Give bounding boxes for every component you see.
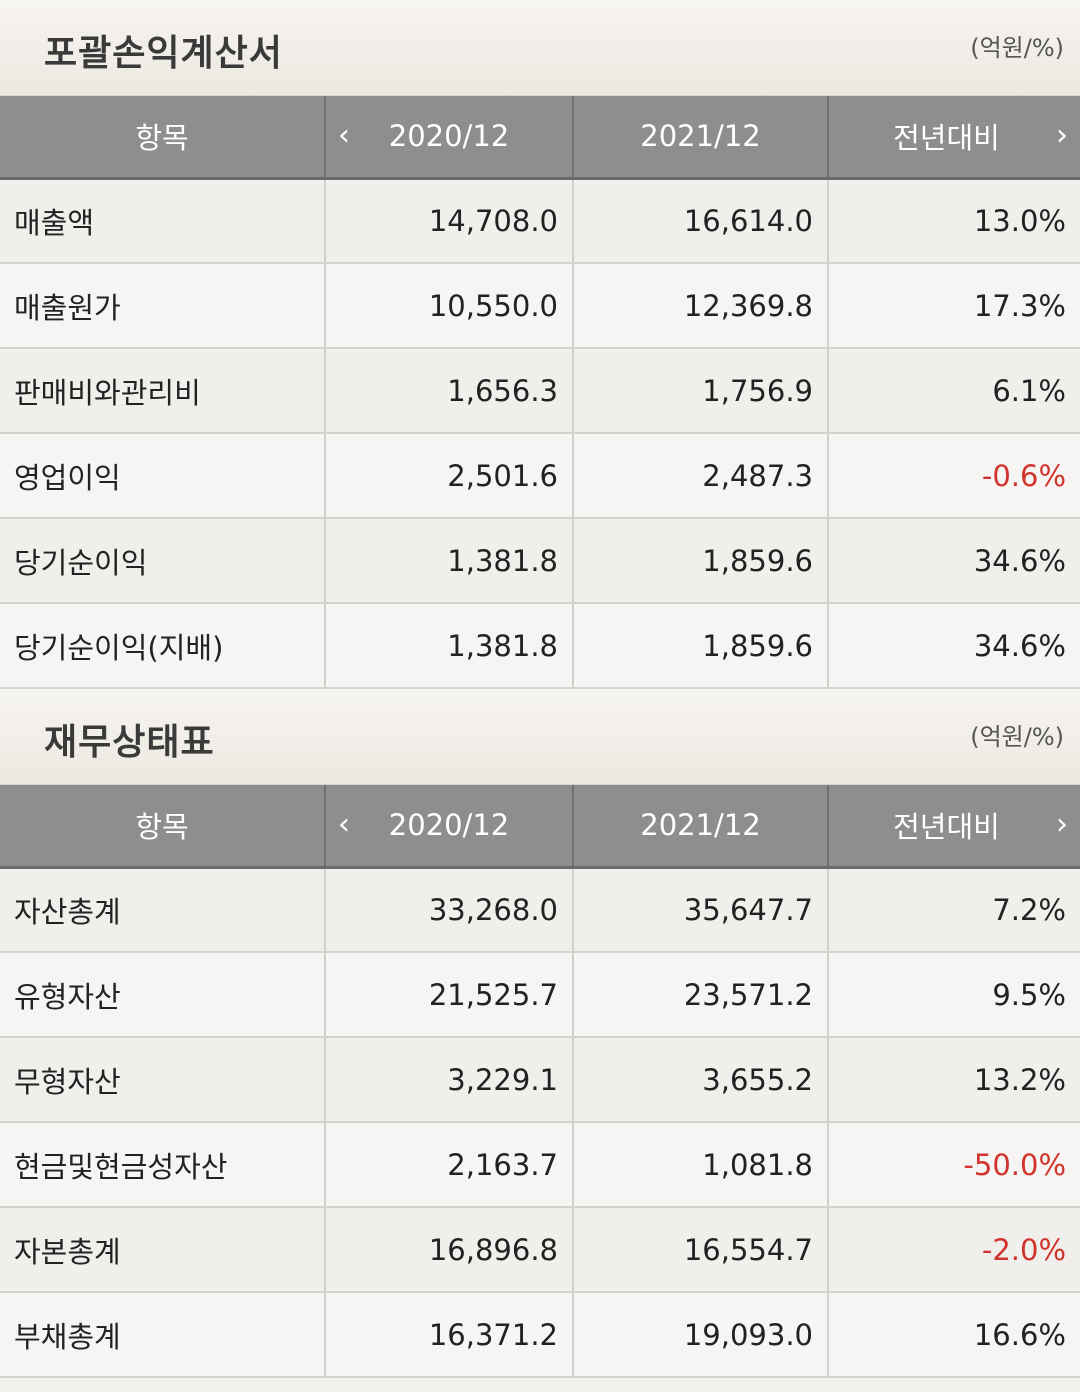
row-label: 영업이익 (0, 433, 325, 519)
income-statement-unit: (억원/%) (970, 34, 1064, 62)
column-header-period2: 2021/12 (572, 96, 828, 180)
value-change: 17.3% (827, 263, 1080, 349)
value-period2: 35,647.7 (572, 867, 828, 953)
table-row: 유형자산 21,525.7 23,571.2 9.5% (0, 952, 1080, 1038)
table-header-row: 항목 ‹ 2020/12 2021/12 전년대비 › (0, 785, 1080, 869)
value-period2: 1,756.9 (572, 348, 828, 434)
value-period1: 2,501.6 (324, 433, 573, 519)
table-row: 판매비와관리비 1,656.3 1,756.9 6.1% (0, 348, 1080, 434)
value-period2: 12,369.8 (572, 263, 828, 349)
chevron-right-icon[interactable]: › (1056, 807, 1068, 843)
table-row: 부채총계 16,371.2 19,093.0 16.6% (0, 1292, 1080, 1378)
column-header-change: 전년대비 › (827, 96, 1080, 180)
value-period1: 1,656.3 (324, 348, 573, 434)
column-header-period1: ‹ 2020/12 (324, 785, 573, 869)
column-header-item: 항목 (0, 785, 325, 869)
row-label: 당기순이익(지배) (0, 603, 325, 689)
value-change: 34.6% (827, 603, 1080, 689)
value-period1: 21,525.7 (324, 952, 573, 1038)
table-row: 현금및현금성자산 2,163.7 1,081.8 -50.0% (0, 1122, 1080, 1208)
table-row: 자본총계 16,896.8 16,554.7 -2.0% (0, 1207, 1080, 1293)
row-label: 자본총계 (0, 1207, 325, 1293)
value-period2: 19,093.0 (572, 1292, 828, 1378)
table-header-row: 항목 ‹ 2020/12 2021/12 전년대비 › (0, 96, 1080, 180)
value-change: 7.2% (827, 867, 1080, 953)
value-period1: 33,268.0 (324, 867, 573, 953)
income-statement-table: 항목 ‹ 2020/12 2021/12 전년대비 › 매출액 14,708.0 1… (0, 96, 1080, 689)
value-period1: 3,229.1 (324, 1037, 573, 1123)
table-row: 무형자산 3,229.1 3,655.2 13.2% (0, 1037, 1080, 1123)
value-period2: 1,859.6 (572, 603, 828, 689)
row-label: 유형자산 (0, 952, 325, 1038)
chevron-left-icon[interactable]: ‹ (338, 118, 350, 154)
value-period2: 3,655.2 (572, 1037, 828, 1123)
value-period2: 23,571.2 (572, 952, 828, 1038)
value-period1: 16,371.2 (324, 1292, 573, 1378)
row-label: 판매비와관리비 (0, 348, 325, 434)
value-change: -50.0% (827, 1122, 1080, 1208)
row-label: 자산총계 (0, 867, 325, 953)
row-label: 매출액 (0, 178, 325, 264)
table-row: 자산총계 33,268.0 35,647.7 7.2% (0, 867, 1080, 953)
value-period1: 14,708.0 (324, 178, 573, 264)
row-label: 매출원가 (0, 263, 325, 349)
value-period1: 1,381.8 (324, 518, 573, 604)
balance-sheet-title: 재무상태표 (44, 722, 215, 763)
income-statement-title: 포괄손익계산서 (44, 33, 283, 74)
value-period2: 1,859.6 (572, 518, 828, 604)
value-period1: 2,163.7 (324, 1122, 573, 1208)
value-period2: 16,554.7 (572, 1207, 828, 1293)
value-period2: 1,081.8 (572, 1122, 828, 1208)
table-row: 당기순이익 1,381.8 1,859.6 34.6% (0, 518, 1080, 604)
balance-sheet-unit: (억원/%) (970, 723, 1064, 751)
table-row: 당기순이익(지배) 1,381.8 1,859.6 34.6% (0, 603, 1080, 689)
table-row: 매출원가 10,550.0 12,369.8 17.3% (0, 263, 1080, 349)
balance-sheet-table: 항목 ‹ 2020/12 2021/12 전년대비 › 자산총계 33,268.0… (0, 785, 1080, 1378)
value-change: 6.1% (827, 348, 1080, 434)
value-period1: 1,381.8 (324, 603, 573, 689)
row-label: 무형자산 (0, 1037, 325, 1123)
row-label: 당기순이익 (0, 518, 325, 604)
value-change: -2.0% (827, 1207, 1080, 1293)
balance-sheet-header: 재무상태표 (억원/%) (0, 689, 1080, 785)
income-statement-header: 포괄손익계산서 (억원/%) (0, 0, 1080, 96)
value-change: 9.5% (827, 952, 1080, 1038)
value-change: 13.2% (827, 1037, 1080, 1123)
column-header-period2: 2021/12 (572, 785, 828, 869)
value-change: 16.6% (827, 1292, 1080, 1378)
chevron-right-icon[interactable]: › (1056, 118, 1068, 154)
value-period1: 10,550.0 (324, 263, 573, 349)
column-header-change: 전년대비 › (827, 785, 1080, 869)
row-label: 부채총계 (0, 1292, 325, 1378)
column-header-item: 항목 (0, 96, 325, 180)
chevron-left-icon[interactable]: ‹ (338, 807, 350, 843)
value-change: 13.0% (827, 178, 1080, 264)
value-change: -0.6% (827, 433, 1080, 519)
value-period2: 2,487.3 (572, 433, 828, 519)
table-row: 영업이익 2,501.6 2,487.3 -0.6% (0, 433, 1080, 519)
column-header-period1: ‹ 2020/12 (324, 96, 573, 180)
row-label: 현금및현금성자산 (0, 1122, 325, 1208)
table-row: 매출액 14,708.0 16,614.0 13.0% (0, 178, 1080, 264)
value-period1: 16,896.8 (324, 1207, 573, 1293)
value-change: 34.6% (827, 518, 1080, 604)
value-period2: 16,614.0 (572, 178, 828, 264)
